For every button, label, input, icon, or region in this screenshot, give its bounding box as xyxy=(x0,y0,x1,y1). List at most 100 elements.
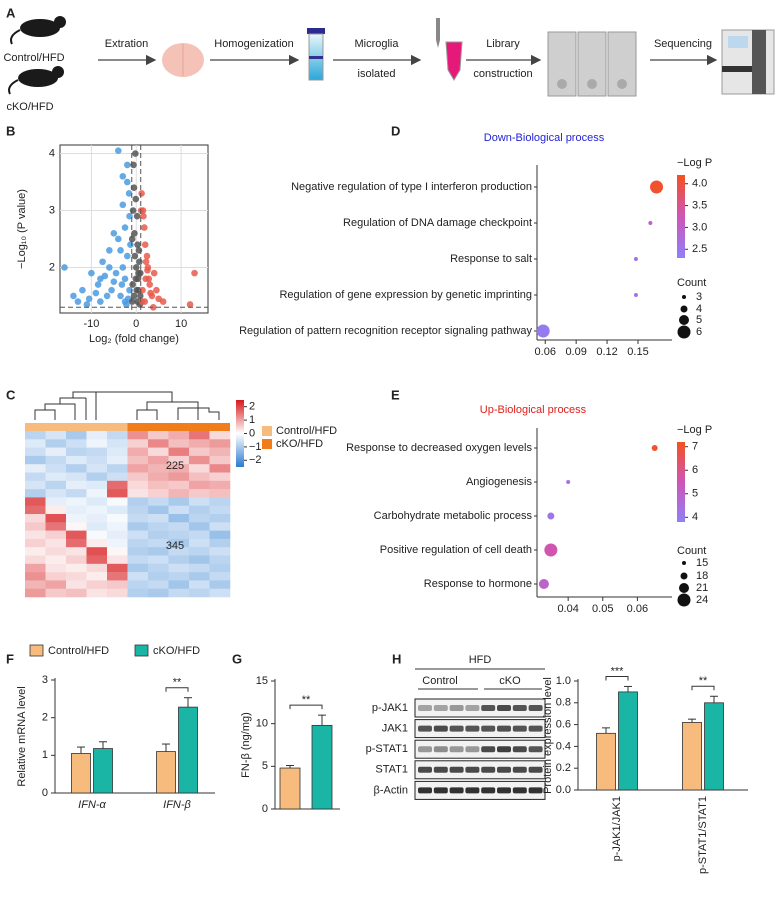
heat-cell xyxy=(148,505,169,515)
dot xyxy=(547,512,555,520)
size-legend-dot xyxy=(682,561,686,565)
x-tick-label: 0.09 xyxy=(565,346,586,358)
colorbar-tick-label: 1 xyxy=(249,414,255,426)
heat-cell xyxy=(45,480,67,490)
panel-letter: E xyxy=(391,387,400,402)
heat-cell xyxy=(66,447,87,457)
point xyxy=(140,212,147,220)
heat-cell xyxy=(189,447,210,457)
heat-cell xyxy=(25,472,46,482)
step-label: construction xyxy=(473,68,532,80)
x-tick-label: IFN-α xyxy=(78,799,106,811)
heat-cell xyxy=(168,530,190,540)
heat-cell xyxy=(107,547,128,556)
heat-cell xyxy=(148,563,169,573)
blot-band xyxy=(528,705,543,711)
heat-cell xyxy=(107,514,128,523)
heat-cell xyxy=(168,522,190,531)
x-tick-label: 0.12 xyxy=(596,346,617,358)
point xyxy=(92,289,100,297)
significance-bracket xyxy=(165,687,189,692)
point xyxy=(85,295,93,303)
point xyxy=(123,252,131,260)
point xyxy=(136,292,144,300)
point xyxy=(130,161,137,169)
heat-cell xyxy=(86,530,108,540)
heat-cell xyxy=(25,497,46,506)
heat-cell xyxy=(86,563,108,573)
point xyxy=(70,292,77,300)
point xyxy=(88,269,95,277)
heat-cell xyxy=(127,580,149,589)
heat-cell xyxy=(168,431,190,440)
heat-cell xyxy=(127,563,149,573)
heat-cell xyxy=(45,547,67,556)
panel-letter: H xyxy=(392,651,401,666)
point xyxy=(112,269,120,277)
heat-cell xyxy=(25,555,46,565)
point xyxy=(186,301,194,308)
group-label: Control/HFD xyxy=(3,52,64,64)
heat-cell xyxy=(209,472,231,482)
blot-band xyxy=(465,725,480,732)
heat-cell xyxy=(45,580,67,589)
point xyxy=(117,247,124,254)
heat-cell xyxy=(148,522,169,531)
heat-cell xyxy=(66,547,87,556)
blot-group: cKO xyxy=(499,675,521,687)
bar xyxy=(178,706,198,794)
blot-band xyxy=(528,787,543,794)
heat-cell xyxy=(45,505,67,515)
heat-cell xyxy=(25,522,46,531)
point xyxy=(130,292,138,300)
heat-cell xyxy=(107,439,128,448)
blot-row-label: p-JAK1 xyxy=(372,702,408,714)
point xyxy=(94,281,102,288)
point xyxy=(126,212,133,220)
y-tick-label: 0 xyxy=(262,803,268,815)
y-tick-label: 2 xyxy=(42,712,48,724)
heat-cell xyxy=(209,580,231,589)
bar xyxy=(311,724,333,810)
heat-cell xyxy=(86,439,108,448)
heat-cell xyxy=(148,489,169,498)
blot-band xyxy=(449,766,464,773)
colorbar xyxy=(236,400,244,467)
point xyxy=(139,286,146,294)
significance-label: ** xyxy=(173,677,182,689)
point xyxy=(142,258,150,266)
heat-cell xyxy=(148,464,169,473)
legend-swatch xyxy=(262,426,272,436)
heat-cell xyxy=(127,530,149,540)
heat-cell xyxy=(168,572,190,581)
heat-cell xyxy=(209,572,231,581)
point xyxy=(134,275,142,283)
heat-cell xyxy=(148,497,169,506)
blot-band xyxy=(481,766,496,773)
heat-cell xyxy=(25,447,46,457)
blot-group: Control xyxy=(422,675,457,687)
point xyxy=(119,264,127,271)
y-tick-label: 0.0 xyxy=(556,784,571,796)
colorbar-tick-label: 7 xyxy=(692,441,698,453)
heat-cell xyxy=(189,563,210,573)
point xyxy=(130,184,138,192)
y-axis-label: Protein expression level xyxy=(542,677,554,794)
heat-cell xyxy=(189,489,210,498)
heat-cell xyxy=(209,480,231,490)
y-axis-label: Relative mRNA level xyxy=(16,686,28,786)
heat-cell xyxy=(66,563,87,573)
point xyxy=(136,258,143,266)
heat-cell xyxy=(107,588,128,598)
legend-swatch xyxy=(262,439,272,449)
heat-cell xyxy=(25,588,46,598)
heat-cell xyxy=(209,522,231,531)
dot xyxy=(633,257,638,261)
heat-cell xyxy=(209,547,231,556)
blot-box xyxy=(414,739,546,759)
blot-band xyxy=(512,766,527,773)
size-legend-label: 6 xyxy=(696,326,702,338)
heat-cell xyxy=(45,572,67,581)
heat-cell xyxy=(66,480,87,490)
heat-cell xyxy=(168,439,190,448)
